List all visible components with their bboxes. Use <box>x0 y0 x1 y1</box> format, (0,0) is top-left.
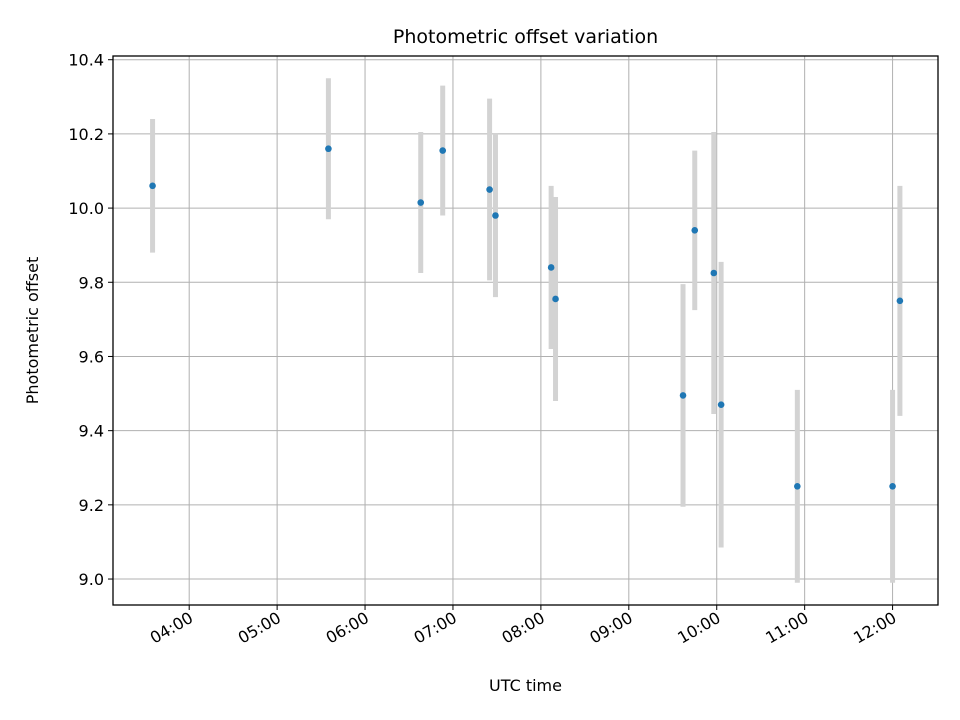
errorbars <box>150 78 903 583</box>
y-tick-label: 9.2 <box>79 496 104 515</box>
data-point <box>896 297 904 305</box>
data-point <box>717 401 725 408</box>
x-tick-label: 08:00 <box>498 608 547 648</box>
data-point <box>149 182 156 190</box>
x-tick-label: 06:00 <box>323 608 372 648</box>
grid <box>113 56 938 605</box>
data-point <box>710 269 718 277</box>
x-tick-label: 04:00 <box>147 608 196 648</box>
x-tick-label: 10:00 <box>674 608 723 648</box>
x-tick-label: 09:00 <box>586 608 635 648</box>
x-tick-label: 05:00 <box>235 608 284 648</box>
y-tick-label: 9.0 <box>79 570 104 589</box>
data-point <box>492 212 499 219</box>
y-tick-label: 10.0 <box>68 199 104 218</box>
chart-title: Photometric offset variation <box>393 26 658 48</box>
data-point <box>552 295 559 303</box>
data-point <box>691 227 699 234</box>
y-tick-label: 9.4 <box>79 422 104 441</box>
data-point <box>679 392 687 399</box>
y-tick-label: 10.4 <box>68 51 104 70</box>
y-axis-ticks: 9.0 9.2 9.4 9.6 9.8 10.0 10.2 10.4 <box>68 51 113 589</box>
x-axis-label: UTC time <box>489 676 562 695</box>
x-tick-label: 12:00 <box>850 608 899 648</box>
data-point <box>439 147 447 154</box>
x-axis-ticks: 04:00 05:00 06:00 07:00 08:00 09:00 10:00 11:00… <box>147 605 900 648</box>
y-tick-label: 10.2 <box>68 125 104 144</box>
y-tick-label: 9.8 <box>79 273 104 292</box>
data-point <box>794 482 801 490</box>
plot-frame <box>112 55 939 606</box>
data-point <box>486 186 493 193</box>
y-tick-label: 9.6 <box>79 347 104 366</box>
x-tick-label: 07:00 <box>411 608 460 648</box>
data-point <box>889 482 896 490</box>
data-point <box>417 199 425 206</box>
data-point <box>325 145 332 153</box>
data-points <box>149 145 904 490</box>
data-point <box>547 264 555 271</box>
y-axis-label: Photometric offset <box>23 257 42 405</box>
x-tick-label: 11:00 <box>762 608 811 648</box>
